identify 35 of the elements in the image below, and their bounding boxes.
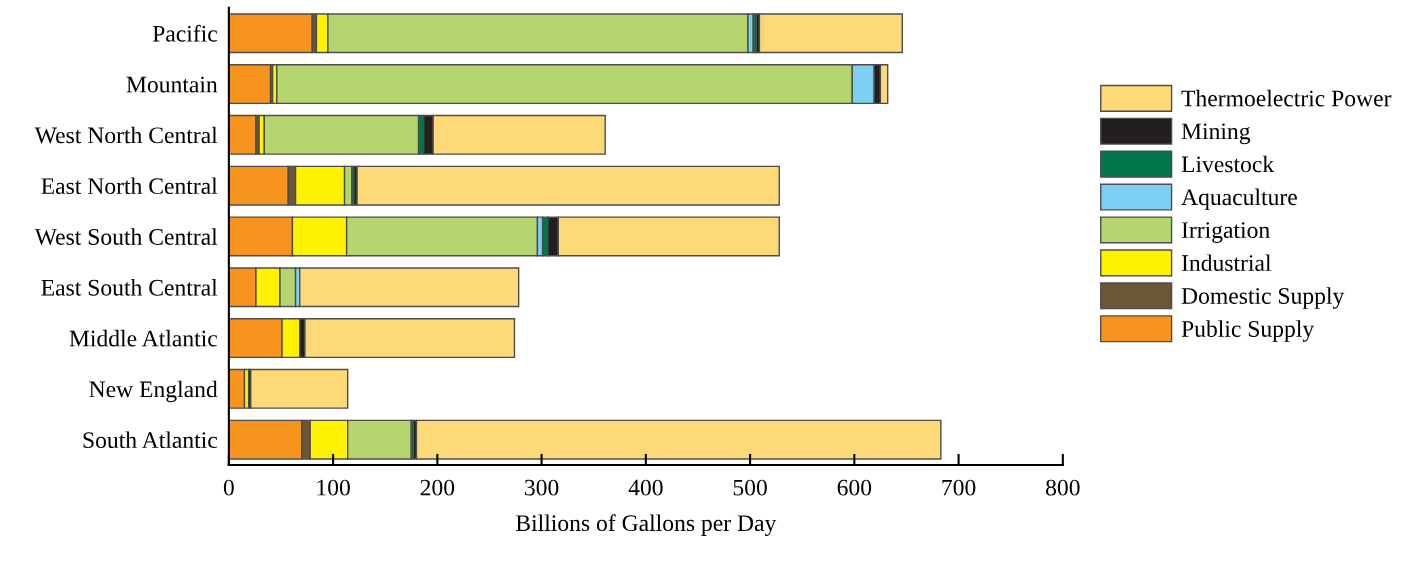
x-tick-label: 700 [942, 479, 976, 496]
x-axis-title: Billions of Gallons per Day [516, 514, 777, 536]
legend-label: Domestic Supply [1181, 287, 1345, 309]
x-tick-label: 300 [525, 479, 559, 496]
bar [299, 267, 520, 308]
y-tick-label: South Atlantic [83, 431, 218, 449]
bar [415, 419, 942, 460]
bar [228, 114, 257, 155]
y-tick-label: East South Central [41, 279, 218, 296]
x-tick-label: 200 [420, 479, 455, 496]
bar [250, 368, 349, 409]
y-tick-label: New England [89, 380, 218, 403]
legend-label: Thermoelectric Power [1181, 89, 1392, 107]
y-tick-label: Middle Atlantic [69, 329, 218, 347]
legend-label: Public Supply [1181, 320, 1315, 342]
bar [758, 13, 903, 54]
y-tick-label: East North Central [41, 177, 218, 195]
legend-label: Irrigation [1181, 222, 1270, 243]
x-tick-label: 100 [317, 479, 350, 496]
legend-label: Industrial [1181, 254, 1272, 272]
x-tick-label: 0 [223, 479, 234, 496]
legend-label: Mining [1181, 123, 1251, 145]
y-tick-label: West South Central [34, 228, 218, 246]
bar [228, 13, 313, 54]
y-tick-label: Pacific [152, 24, 218, 42]
x-tick-label: 500 [733, 479, 767, 496]
bar [228, 64, 272, 105]
y-tick-label: Mountain [126, 76, 218, 93]
x-tick-label: 600 [837, 479, 872, 496]
legend-label: Aquaculture [1181, 188, 1297, 210]
y-tick-label: West North Central [34, 126, 218, 144]
x-tick-label: 400 [628, 479, 663, 496]
legend-label: Livestock [1181, 155, 1275, 173]
x-tick-label: 800 [1046, 479, 1080, 496]
bar [356, 165, 780, 206]
